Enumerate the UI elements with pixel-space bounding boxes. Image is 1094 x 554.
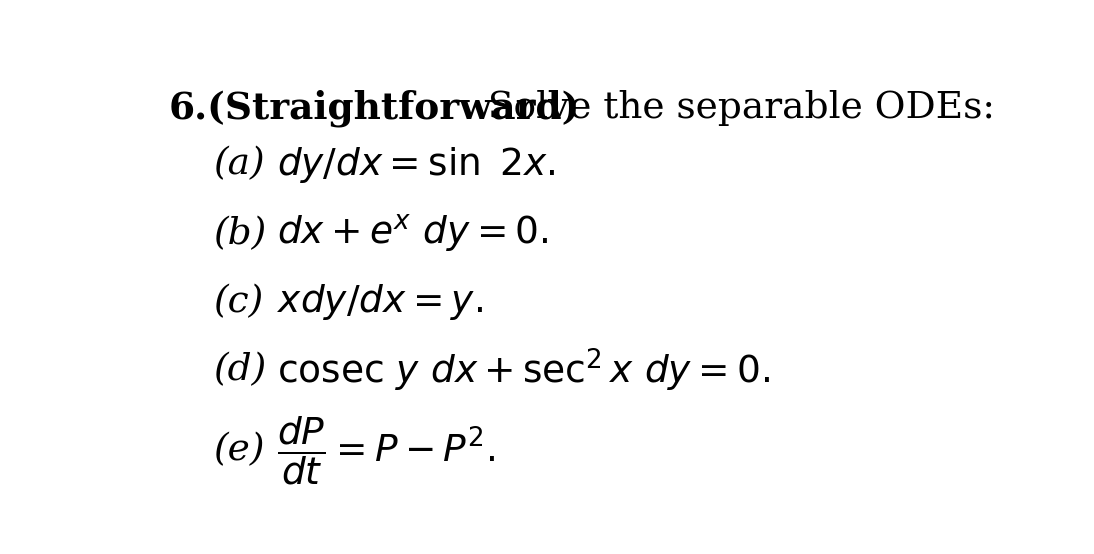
- Text: $\mathrm{cosec}\ y\ dx + \sec^{2} x\ dy = 0.$: $\mathrm{cosec}\ y\ dx + \sec^{2} x\ dy …: [277, 347, 769, 394]
- Text: $dx + e^{x}\ dy = 0.$: $dx + e^{x}\ dy = 0.$: [277, 213, 548, 255]
- Text: (a): (a): [213, 147, 265, 183]
- Text: (b): (b): [213, 216, 266, 252]
- Text: 6.(Straightforward): 6.(Straightforward): [168, 90, 581, 127]
- Text: (d): (d): [213, 353, 266, 389]
- Text: Solve the separable ODEs:: Solve the separable ODEs:: [476, 90, 994, 126]
- Text: (c): (c): [213, 284, 264, 320]
- Text: (e): (e): [213, 433, 265, 468]
- Text: $xdy/dx = y.$: $xdy/dx = y.$: [277, 283, 482, 322]
- Text: $dy/dx = \sin\ 2x.$: $dy/dx = \sin\ 2x.$: [277, 145, 556, 184]
- Text: $\dfrac{dP}{dt} = P - P^{2}.$: $\dfrac{dP}{dt} = P - P^{2}.$: [277, 414, 496, 487]
